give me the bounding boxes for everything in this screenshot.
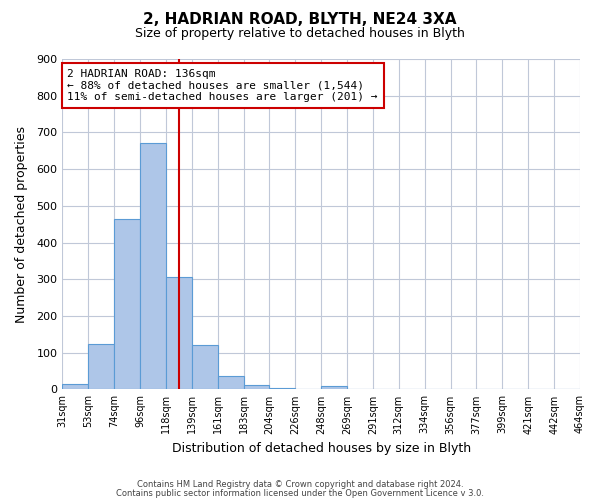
Y-axis label: Number of detached properties: Number of detached properties — [15, 126, 28, 322]
Bar — [269, 388, 295, 390]
Text: 2 HADRIAN ROAD: 136sqm
← 88% of detached houses are smaller (1,544)
11% of semi-: 2 HADRIAN ROAD: 136sqm ← 88% of detached… — [67, 69, 378, 102]
Bar — [244, 385, 269, 390]
Bar — [321, 386, 347, 390]
Bar — [166, 278, 192, 390]
Text: 2, HADRIAN ROAD, BLYTH, NE24 3XA: 2, HADRIAN ROAD, BLYTH, NE24 3XA — [143, 12, 457, 28]
Text: Contains public sector information licensed under the Open Government Licence v : Contains public sector information licen… — [116, 488, 484, 498]
Bar — [88, 344, 114, 390]
Bar — [218, 376, 244, 390]
Bar — [114, 218, 140, 390]
Bar — [140, 144, 166, 390]
X-axis label: Distribution of detached houses by size in Blyth: Distribution of detached houses by size … — [172, 442, 471, 455]
Text: Contains HM Land Registry data © Crown copyright and database right 2024.: Contains HM Land Registry data © Crown c… — [137, 480, 463, 489]
Bar — [192, 346, 218, 390]
Bar — [62, 384, 88, 390]
Text: Size of property relative to detached houses in Blyth: Size of property relative to detached ho… — [135, 28, 465, 40]
